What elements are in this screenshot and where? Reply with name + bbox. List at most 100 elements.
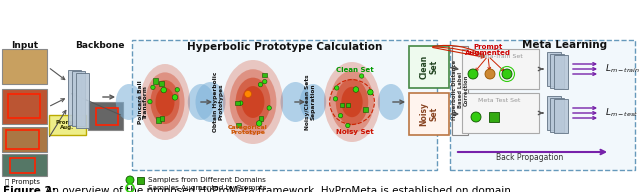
Bar — [137, 177, 144, 184]
Text: An overview of the proposed HyProMeta framework. HyProMeta is established on dom: An overview of the proposed HyProMeta fr… — [42, 186, 515, 192]
Ellipse shape — [230, 69, 276, 135]
Ellipse shape — [324, 62, 380, 142]
FancyBboxPatch shape — [550, 54, 564, 88]
FancyBboxPatch shape — [547, 96, 561, 130]
Circle shape — [244, 90, 252, 98]
Text: $L_{m-test}$: $L_{m-test}$ — [605, 107, 638, 119]
Circle shape — [239, 101, 243, 105]
Text: Prompt
Augmented: Prompt Augmented — [465, 44, 511, 56]
Ellipse shape — [223, 60, 283, 144]
FancyBboxPatch shape — [554, 99, 568, 133]
Circle shape — [172, 94, 178, 100]
Ellipse shape — [236, 78, 270, 126]
Ellipse shape — [188, 84, 214, 120]
Ellipse shape — [145, 72, 184, 132]
Circle shape — [360, 74, 364, 78]
FancyBboxPatch shape — [550, 98, 564, 132]
FancyBboxPatch shape — [88, 102, 123, 130]
Text: Clean
Set: Clean Set — [419, 55, 438, 79]
Text: Noisy
Set: Noisy Set — [419, 102, 438, 126]
Bar — [340, 103, 344, 107]
Ellipse shape — [341, 87, 363, 117]
Bar — [160, 116, 164, 121]
Text: Back Propagation: Back Propagation — [497, 153, 564, 162]
Bar — [346, 103, 350, 107]
FancyBboxPatch shape — [547, 52, 561, 86]
FancyBboxPatch shape — [554, 55, 568, 89]
Circle shape — [262, 79, 267, 84]
Ellipse shape — [242, 86, 264, 118]
Circle shape — [259, 82, 262, 87]
Text: Hyperbolic Distance
Based Label
Correction: Hyperbolic Distance Based Label Correcti… — [452, 60, 468, 120]
Text: Samples from Different Domains: Samples from Different Domains — [148, 177, 266, 183]
Circle shape — [267, 106, 271, 110]
Bar — [159, 81, 164, 86]
Text: Input: Input — [12, 41, 38, 50]
FancyBboxPatch shape — [409, 46, 449, 88]
Text: Hyperbolic Prototype Calculation: Hyperbolic Prototype Calculation — [188, 42, 383, 52]
Text: Prompt
Aug.: Prompt Aug. — [56, 120, 78, 130]
Ellipse shape — [378, 84, 404, 120]
FancyBboxPatch shape — [72, 71, 84, 126]
Ellipse shape — [336, 79, 368, 125]
FancyBboxPatch shape — [462, 93, 539, 133]
Ellipse shape — [300, 84, 326, 120]
FancyBboxPatch shape — [409, 93, 449, 135]
FancyBboxPatch shape — [132, 40, 437, 170]
Text: Categorical
Prototype: Categorical Prototype — [228, 125, 268, 135]
Text: Noisy Set: Noisy Set — [336, 129, 374, 135]
Ellipse shape — [150, 80, 179, 124]
FancyBboxPatch shape — [49, 115, 86, 135]
Ellipse shape — [156, 88, 175, 116]
Circle shape — [175, 88, 179, 92]
Text: Obtain Hyperbolic
Prototypes: Obtain Hyperbolic Prototypes — [212, 72, 223, 132]
Text: Poincaré Ball
Transform: Poincaré Ball Transform — [138, 80, 148, 124]
Bar — [367, 90, 372, 94]
Text: 🔥 Prompts: 🔥 Prompts — [5, 179, 40, 185]
Circle shape — [346, 123, 350, 128]
FancyBboxPatch shape — [2, 154, 47, 176]
Bar — [259, 116, 263, 121]
Ellipse shape — [195, 82, 225, 122]
Text: Backbone: Backbone — [76, 41, 125, 50]
Circle shape — [468, 69, 478, 79]
Text: $L_{m-train}$: $L_{m-train}$ — [605, 63, 640, 75]
Text: Clean Set: Clean Set — [336, 67, 374, 73]
Bar — [236, 123, 241, 127]
Circle shape — [333, 97, 338, 101]
Ellipse shape — [140, 64, 190, 140]
Circle shape — [148, 99, 152, 104]
Bar — [262, 73, 267, 77]
FancyBboxPatch shape — [67, 70, 81, 124]
Text: Meta Learning: Meta Learning — [522, 40, 607, 50]
Bar — [152, 78, 158, 84]
FancyBboxPatch shape — [2, 127, 47, 152]
Circle shape — [485, 69, 495, 79]
Text: Meta Test Set: Meta Test Set — [478, 98, 520, 103]
Text: Noisy/Clean Sets
Separation: Noisy/Clean Sets Separation — [305, 74, 316, 130]
Circle shape — [126, 176, 134, 184]
Circle shape — [353, 87, 358, 92]
Bar — [156, 117, 161, 123]
Bar — [235, 101, 239, 105]
Bar — [363, 108, 367, 112]
FancyBboxPatch shape — [2, 89, 47, 124]
FancyBboxPatch shape — [76, 73, 88, 127]
Text: Meta-Train Set: Meta-Train Set — [478, 54, 523, 59]
Circle shape — [339, 113, 343, 118]
Circle shape — [161, 87, 166, 93]
Circle shape — [257, 121, 262, 126]
Ellipse shape — [330, 71, 374, 133]
Circle shape — [502, 69, 512, 79]
Ellipse shape — [116, 84, 142, 120]
Circle shape — [151, 85, 155, 90]
Bar — [489, 112, 499, 122]
FancyBboxPatch shape — [462, 49, 539, 89]
FancyBboxPatch shape — [2, 49, 47, 84]
Circle shape — [471, 112, 481, 122]
Circle shape — [335, 86, 339, 90]
Text: Samples Augmented by Prompts: Samples Augmented by Prompts — [148, 185, 266, 191]
Text: Figure 2:: Figure 2: — [3, 186, 56, 192]
FancyBboxPatch shape — [452, 46, 468, 135]
Ellipse shape — [280, 82, 310, 122]
